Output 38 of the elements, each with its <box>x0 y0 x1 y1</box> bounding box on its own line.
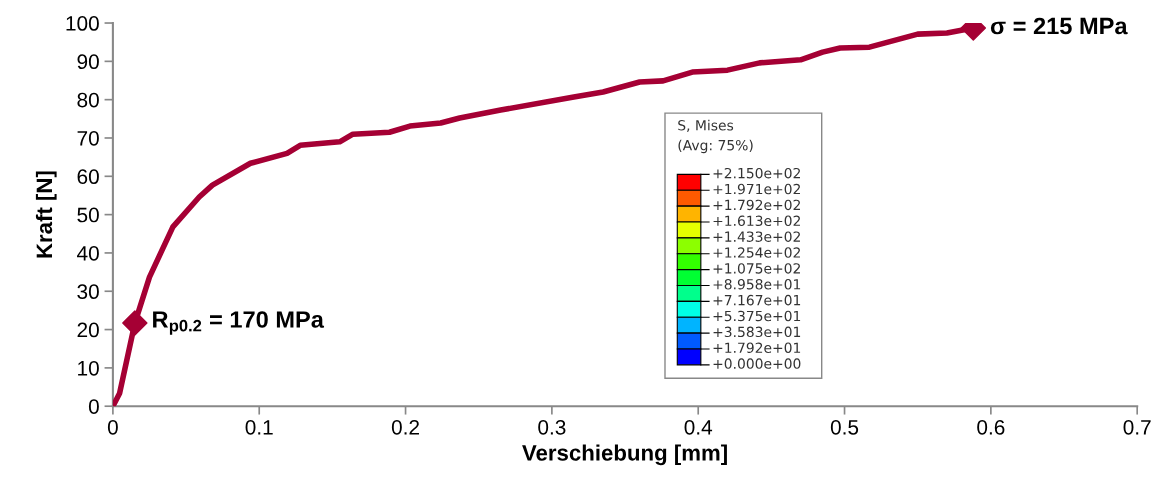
y-tick-label: 10 <box>78 360 99 376</box>
y-axis-title: Kraft [N] <box>35 171 57 258</box>
y-tick-label: 100 <box>66 16 99 31</box>
x-tick-label: 0.4 <box>684 419 713 435</box>
annotation: (Avg: 75%) <box>678 139 753 154</box>
y-tick-label: 30 <box>77 284 99 300</box>
y-tick-label: 0 <box>88 399 99 414</box>
annotation: +3.583e+01 <box>713 326 801 338</box>
x-tick-label: 0.6 <box>977 419 1005 435</box>
annotation: +8.958e+01 <box>713 279 801 290</box>
annotation: +1.433e+02 <box>713 231 800 242</box>
y-tick-label: 90 <box>77 54 99 70</box>
annotation: +5.375e+01 <box>713 310 801 322</box>
x-tick-label: 0.2 <box>391 419 419 435</box>
x-tick-label: 0.3 <box>538 419 566 435</box>
annotation: +0.000e+00 <box>713 358 801 369</box>
x-tick-label: 0.1 <box>245 419 273 435</box>
x-tick-label: 0.5 <box>830 419 859 435</box>
annotation: +1.613e+02 <box>713 215 800 227</box>
y-tick-label: 60 <box>77 169 99 185</box>
annotation: σ = 215 MPa <box>990 17 1128 35</box>
x-tick-label: 0.7 <box>1123 419 1151 435</box>
annotation: S, Mises <box>678 119 734 132</box>
annotation: +1.971e+02 <box>713 183 800 195</box>
annotation: +7.167e+01 <box>713 294 801 306</box>
x-tick-label: 0 <box>107 419 118 435</box>
annotation: +2.150e+02 <box>713 167 800 179</box>
annotation: +1.075e+02 <box>713 263 800 274</box>
x-axis-title: Verschiebung [mm] <box>522 444 727 466</box>
annotation: R$_{p0.2}$ = 170 MPa <box>153 311 325 335</box>
annotation: +1.254e+02 <box>713 247 800 258</box>
y-tick-label: 20 <box>77 322 99 338</box>
annotation: +1.792e+02 <box>713 199 800 211</box>
y-tick-label: 50 <box>77 207 99 223</box>
y-tick-label: 80 <box>77 92 99 108</box>
y-tick-label: 70 <box>77 130 99 146</box>
annotation: +1.792e+01 <box>713 342 801 353</box>
y-tick-label: 40 <box>77 245 99 261</box>
